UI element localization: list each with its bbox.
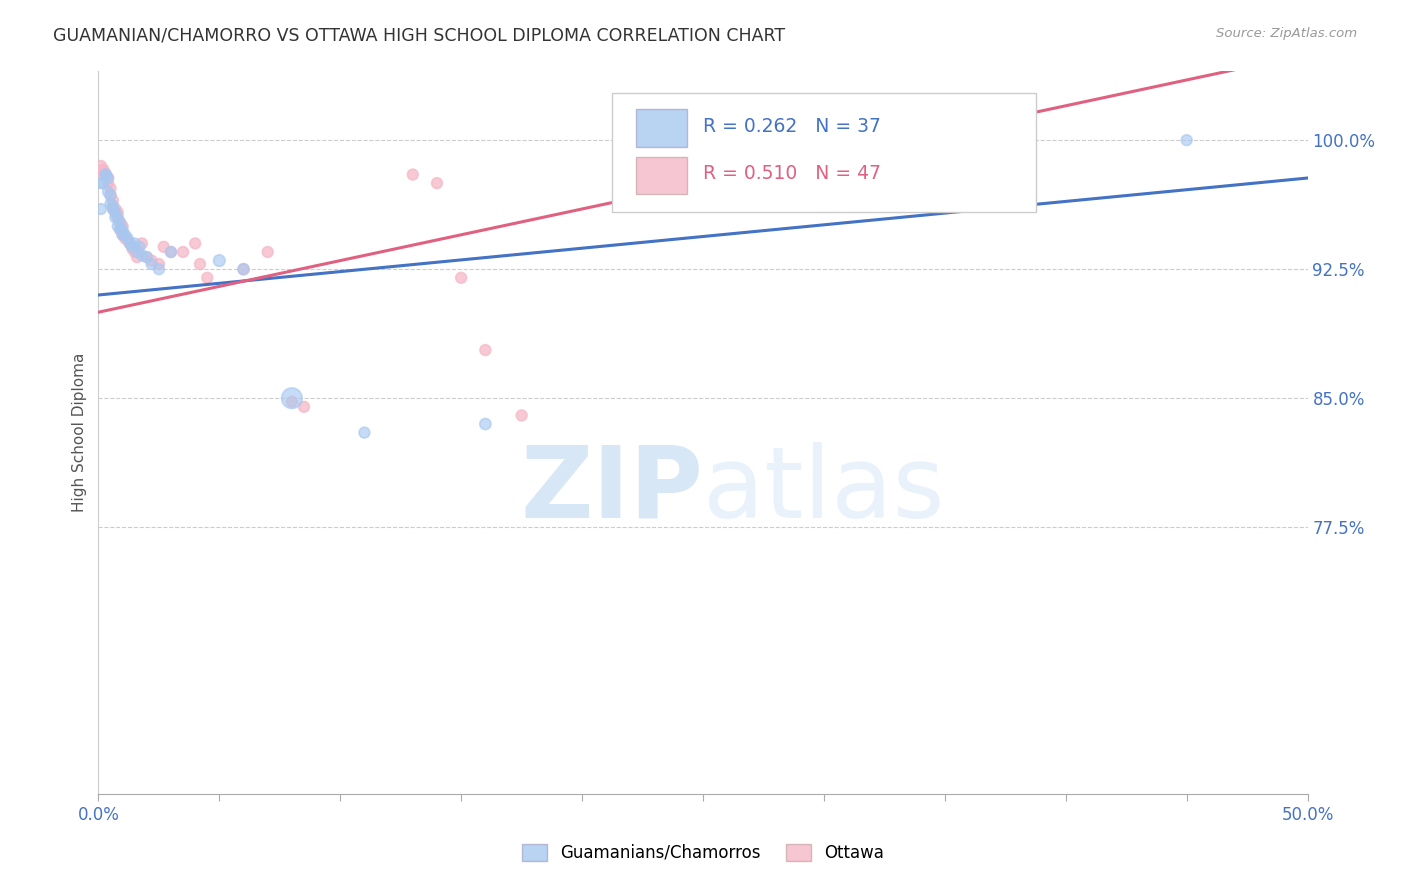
Point — [172, 245, 194, 260]
Point — [195, 270, 218, 285]
Text: GUAMANIAN/CHAMORRO VS OTTAWA HIGH SCHOOL DIPLOMA CORRELATION CHART: GUAMANIAN/CHAMORRO VS OTTAWA HIGH SCHOOL… — [53, 27, 786, 45]
Point — [114, 231, 136, 245]
Point — [90, 202, 112, 216]
Point — [450, 270, 472, 285]
Point — [256, 245, 278, 260]
Point — [111, 219, 134, 234]
Text: R = 0.510   N = 47: R = 0.510 N = 47 — [703, 164, 882, 184]
FancyBboxPatch shape — [613, 93, 1035, 212]
Point — [117, 233, 139, 247]
Point — [90, 176, 112, 190]
Point — [232, 262, 254, 277]
Point — [148, 262, 170, 277]
Point — [111, 227, 134, 242]
Point — [108, 216, 131, 230]
Point — [510, 409, 533, 423]
Point — [111, 222, 134, 236]
Point — [107, 219, 129, 234]
Point — [124, 245, 146, 260]
Point — [101, 202, 124, 216]
Point — [127, 250, 149, 264]
Point — [94, 168, 117, 182]
Point — [474, 343, 496, 357]
Point — [131, 248, 153, 262]
Point — [97, 171, 120, 186]
Point — [108, 222, 131, 236]
Point — [104, 202, 127, 216]
Point — [94, 168, 117, 182]
Point — [131, 236, 153, 251]
Text: ZIP: ZIP — [520, 442, 703, 539]
Point — [100, 188, 122, 202]
Point — [100, 181, 122, 195]
Point — [108, 222, 131, 236]
Point — [94, 168, 117, 182]
Point — [108, 216, 131, 230]
Point — [281, 394, 304, 409]
Point — [232, 262, 254, 277]
Point — [91, 162, 114, 177]
Point — [426, 176, 449, 190]
Point — [107, 211, 129, 225]
Point — [90, 168, 112, 182]
Point — [135, 250, 157, 264]
Point — [128, 240, 150, 254]
Point — [117, 231, 139, 245]
Point — [1175, 133, 1198, 147]
Point — [94, 168, 117, 182]
Point — [90, 159, 112, 173]
Point — [188, 257, 211, 271]
Point — [141, 257, 163, 271]
Point — [94, 168, 117, 182]
Y-axis label: High School Diploma: High School Diploma — [72, 353, 87, 512]
Point — [100, 188, 122, 202]
FancyBboxPatch shape — [637, 109, 688, 146]
Point — [97, 185, 120, 199]
Point — [91, 164, 114, 178]
Point — [97, 176, 120, 190]
Point — [124, 236, 146, 251]
Point — [208, 253, 231, 268]
Point — [118, 236, 141, 251]
Point — [160, 245, 183, 260]
Point — [353, 425, 375, 440]
Point — [121, 242, 143, 256]
Point — [141, 253, 163, 268]
Legend: Guamanians/Chamorros, Ottawa: Guamanians/Chamorros, Ottawa — [516, 837, 890, 869]
Point — [101, 194, 124, 208]
Point — [135, 250, 157, 264]
Point — [101, 198, 124, 212]
Point — [104, 211, 127, 225]
Text: R = 0.262   N = 37: R = 0.262 N = 37 — [703, 117, 882, 136]
Point — [121, 240, 143, 254]
Point — [160, 245, 183, 260]
Point — [107, 205, 129, 219]
Point — [152, 240, 174, 254]
Text: Source: ZipAtlas.com: Source: ZipAtlas.com — [1216, 27, 1357, 40]
Point — [104, 205, 127, 219]
Text: atlas: atlas — [703, 442, 945, 539]
Point — [118, 236, 141, 251]
Point — [184, 236, 207, 251]
Point — [402, 168, 425, 182]
Point — [292, 400, 315, 414]
FancyBboxPatch shape — [637, 157, 688, 194]
Point — [94, 168, 117, 182]
Point — [114, 227, 136, 242]
Point — [127, 245, 149, 260]
Point — [101, 202, 124, 216]
Point — [111, 227, 134, 242]
Point — [281, 391, 304, 405]
Point — [97, 171, 120, 186]
Point — [474, 417, 496, 431]
Point — [91, 176, 114, 190]
Point — [100, 197, 122, 211]
Point — [148, 257, 170, 271]
Point — [107, 211, 129, 225]
Point — [104, 205, 127, 219]
